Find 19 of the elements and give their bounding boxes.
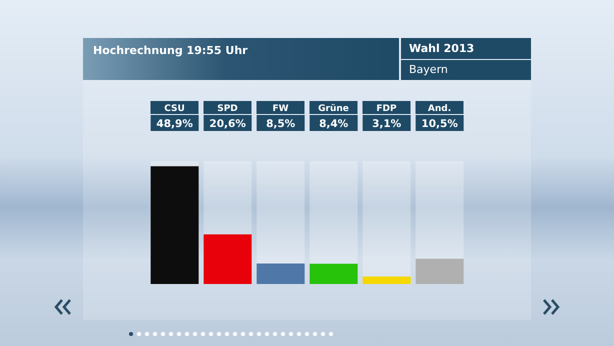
chart-title: Hochrechnung 19:55 Uhr (93, 44, 248, 57)
x-tick-label: CSU (164, 104, 185, 114)
chart-subtitle: Wahl 2013 (401, 38, 531, 59)
x-tick-label: FW (272, 104, 289, 114)
data-label: 20,6% (209, 118, 246, 130)
bar (256, 264, 305, 284)
data-label: 10,5% (421, 118, 458, 130)
data-label: 8,5% (266, 118, 296, 130)
data-label: 48,9% (156, 118, 194, 130)
text: Bayern (401, 60, 531, 80)
bar (310, 264, 358, 284)
x-tick-label: And. (428, 104, 452, 114)
x-tick-label: Grüne (318, 104, 349, 114)
bar (416, 258, 464, 284)
data-label: 3,1% (372, 118, 402, 130)
data-label: 8,4% (319, 118, 349, 130)
x-tick-label: SPD (217, 104, 238, 114)
x-tick-label: FDP (376, 104, 398, 114)
bar (362, 276, 411, 284)
